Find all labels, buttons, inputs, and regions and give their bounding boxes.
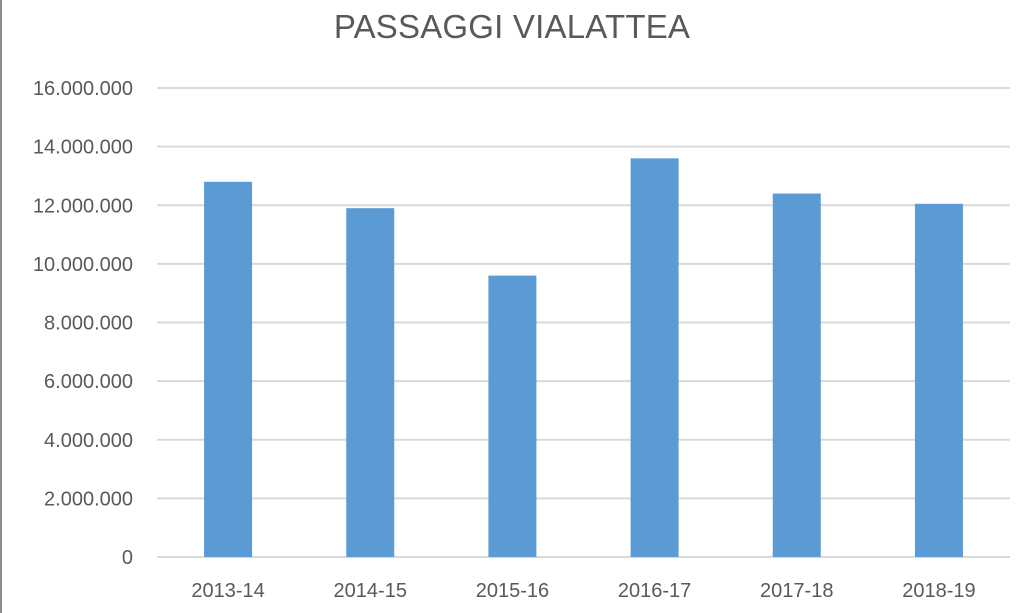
chart-border <box>0 0 2 613</box>
bars <box>204 158 963 558</box>
bar-2018-19 <box>914 203 963 558</box>
y-tick-label: 14.000.000 <box>33 137 133 159</box>
x-tick-label: 2014-15 <box>334 580 407 602</box>
y-tick-label: 0 <box>122 547 133 569</box>
y-axis-ticks: 0 2.000.000 4.000.000 6.000.000 8.000.000 10.… <box>33 78 133 569</box>
bar-2017-18 <box>772 193 821 557</box>
y-tick-label: 2.000.000 <box>44 488 133 510</box>
x-tick-label: 2015-16 <box>476 580 549 602</box>
y-tick-label: 6.000.000 <box>44 371 133 393</box>
bar-2016-17 <box>630 158 679 557</box>
bar-2015-16 <box>488 275 537 557</box>
x-tick-label: 2018-19 <box>902 580 975 602</box>
chart-title: PASSAGGI VIALATTEA <box>333 8 691 45</box>
x-tick-label: 2013-14 <box>191 580 264 602</box>
y-tick-label: 10.000.000 <box>33 254 133 276</box>
x-tick-label: 2017-18 <box>760 580 833 602</box>
x-axis-ticks: 2013-14 2014-15 2015-16 2016-17 2017-18 2018-… <box>191 580 975 602</box>
gridlines <box>157 87 1010 558</box>
x-tick-label: 2016-17 <box>618 580 691 602</box>
y-tick-label: 8.000.000 <box>44 313 133 335</box>
y-tick-label: 16.000.000 <box>33 78 133 100</box>
y-tick-label: 12.000.000 <box>33 195 133 217</box>
bar-2013-14 <box>204 181 253 558</box>
bar-2014-15 <box>346 208 395 557</box>
y-tick-label: 4.000.000 <box>44 430 133 452</box>
